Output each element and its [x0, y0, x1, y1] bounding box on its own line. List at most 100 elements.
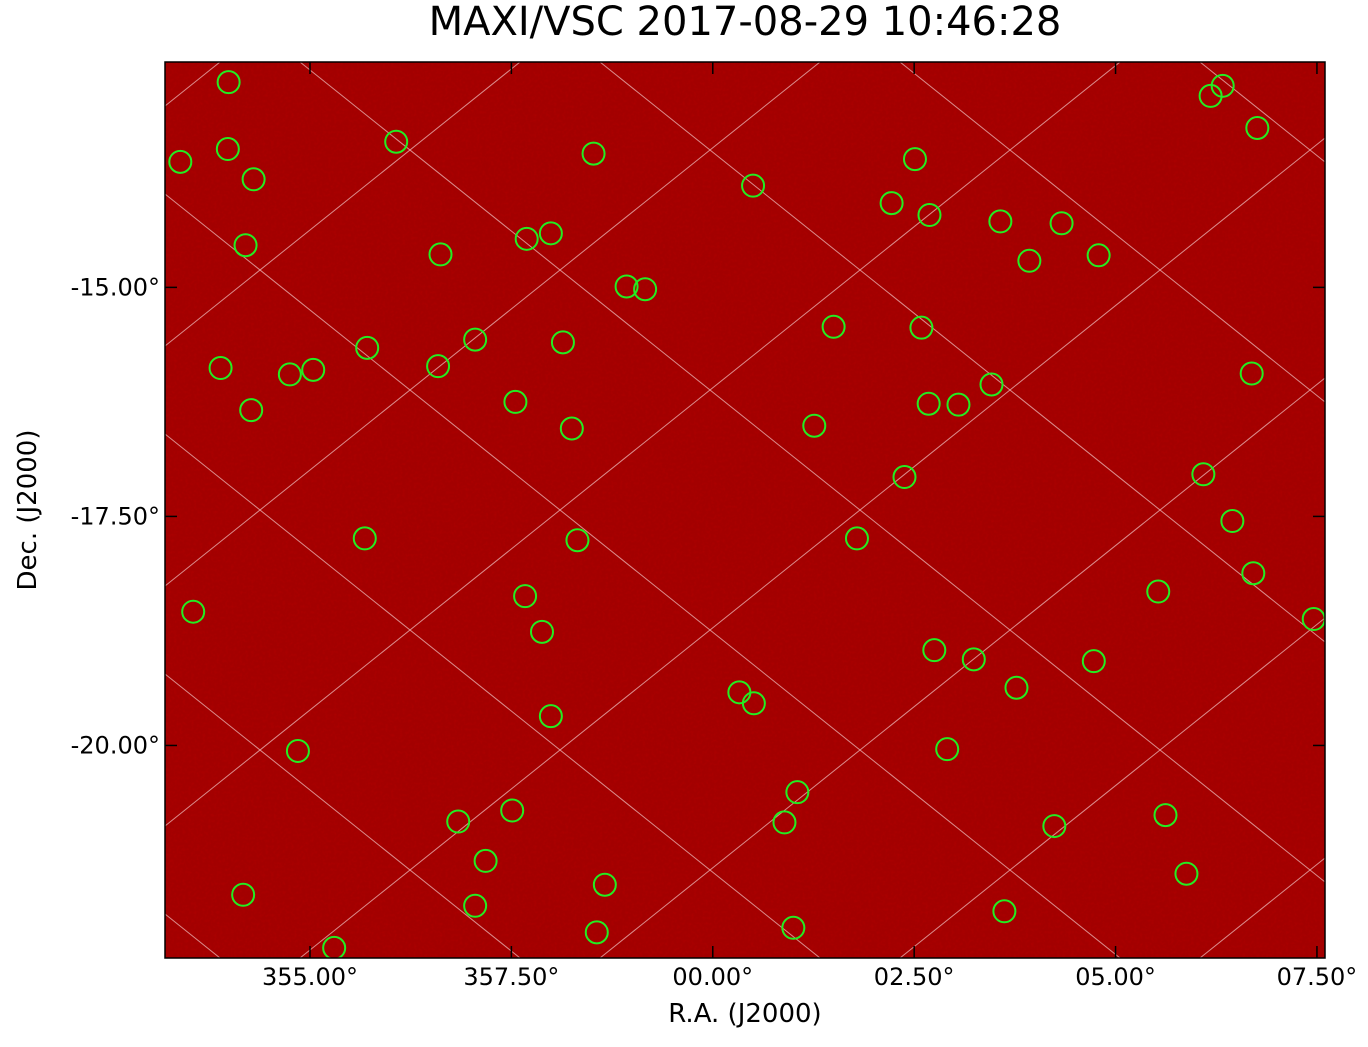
- source-marker: [584, 920, 609, 945]
- source-marker: [741, 173, 766, 198]
- grid-line-decor: [899, 62, 1325, 403]
- source-marker: [592, 872, 617, 897]
- source-marker: [772, 810, 797, 835]
- source-marker: [446, 809, 471, 834]
- source-marker: [1049, 211, 1074, 236]
- source-marker: [909, 315, 934, 340]
- source-marker: [322, 935, 347, 958]
- source-marker: [426, 354, 451, 379]
- image-noise: [165, 62, 1325, 958]
- source-marker: [892, 465, 917, 490]
- y-tick-label: -15.00°: [71, 273, 160, 301]
- source-marker: [301, 357, 326, 382]
- x-tick-label: 05.00°: [1075, 963, 1156, 991]
- grid-line-decor: [599, 62, 1325, 643]
- grid-line-decor: [899, 617, 1325, 958]
- source-marker: [565, 528, 590, 553]
- grid-line-decor: [299, 137, 1325, 958]
- source-marker: [538, 704, 563, 729]
- source-marker: [844, 526, 869, 551]
- source-marker: [1220, 508, 1245, 533]
- source-marker: [463, 327, 488, 352]
- source-marker: [1239, 361, 1264, 386]
- source-marker: [277, 362, 302, 387]
- source-marker: [285, 738, 310, 763]
- source-marker: [239, 398, 264, 423]
- source-marker: [233, 233, 258, 258]
- source-marker: [538, 221, 563, 246]
- source-marker: [1081, 649, 1106, 674]
- grid-line-decor: [299, 62, 1325, 883]
- source-marker: [781, 915, 806, 940]
- source-marker: [1241, 561, 1266, 586]
- grid-line-decor: [165, 433, 821, 958]
- source-marker: [917, 202, 942, 227]
- source-marker: [1146, 579, 1171, 604]
- source-marker: [241, 167, 266, 192]
- source-marker: [992, 899, 1017, 924]
- source-marker: [208, 355, 233, 380]
- source-marker: [550, 330, 575, 355]
- source-marker: [935, 737, 960, 762]
- source-marker: [428, 242, 453, 267]
- grid-line-decor: [599, 377, 1325, 958]
- source-marker: [1153, 803, 1178, 828]
- source-marker: [614, 274, 639, 299]
- source-marker: [1245, 115, 1270, 140]
- grid-line-decor: [165, 62, 521, 347]
- source-marker: [1174, 861, 1199, 886]
- source-marker: [802, 413, 827, 438]
- y-tick-label: -17.50°: [71, 502, 160, 530]
- source-marker: [961, 647, 986, 672]
- grid-line-decor: [165, 193, 1121, 958]
- source-marker: [879, 191, 904, 216]
- source-marker: [355, 335, 380, 360]
- source-marker: [503, 389, 528, 414]
- source-marker: [181, 599, 206, 624]
- source-marker: [988, 209, 1013, 234]
- x-tick-label: 355.00°: [262, 963, 358, 991]
- y-tick-label: -20.00°: [71, 731, 160, 759]
- source-marker: [922, 638, 947, 663]
- source-marker: [215, 137, 240, 162]
- axes: 355.00° 357.50° 00.00° 02.50° 05.00° 07.50° -1…: [71, 62, 1358, 991]
- source-marker: [1004, 675, 1029, 700]
- grid-line-decor: [165, 62, 821, 587]
- coordinate-grid: [165, 62, 1325, 958]
- source-marker: [633, 277, 658, 302]
- x-tick-label: 00.00°: [672, 963, 753, 991]
- grid-line-decor: [165, 673, 521, 958]
- source-marker: [1191, 462, 1216, 487]
- source-marker: [1210, 73, 1235, 98]
- chart-title: MAXI/VSC 2017-08-29 10:46:28: [429, 0, 1062, 45]
- source-marker: [168, 149, 193, 174]
- source-marker: [231, 882, 256, 907]
- x-tick-label: 357.50°: [463, 963, 559, 991]
- source-marker: [946, 392, 971, 417]
- x-tick-label: 02.50°: [874, 963, 955, 991]
- source-marker: [384, 129, 409, 154]
- source-markers: [168, 70, 1325, 958]
- grid-line-decor: [165, 62, 1121, 827]
- x-tick-label: 07.50°: [1277, 963, 1358, 991]
- source-marker: [559, 416, 584, 441]
- source-marker: [785, 780, 810, 805]
- x-axis-label: R.A. (J2000): [668, 999, 821, 1029]
- y-axis-label: Dec. (J2000): [13, 430, 43, 591]
- plot-frame: [164, 61, 1326, 959]
- source-marker: [1017, 248, 1042, 273]
- source-marker: [530, 619, 554, 644]
- source-marker: [216, 70, 241, 95]
- source-marker: [513, 584, 538, 609]
- source-marker: [902, 147, 927, 172]
- source-marker: [463, 893, 488, 918]
- source-marker: [352, 526, 377, 551]
- source-marker: [1086, 243, 1111, 268]
- source-marker: [821, 314, 846, 339]
- source-marker: [514, 226, 539, 251]
- source-marker: [979, 372, 1004, 397]
- source-marker: [741, 691, 766, 716]
- source-marker: [916, 391, 941, 416]
